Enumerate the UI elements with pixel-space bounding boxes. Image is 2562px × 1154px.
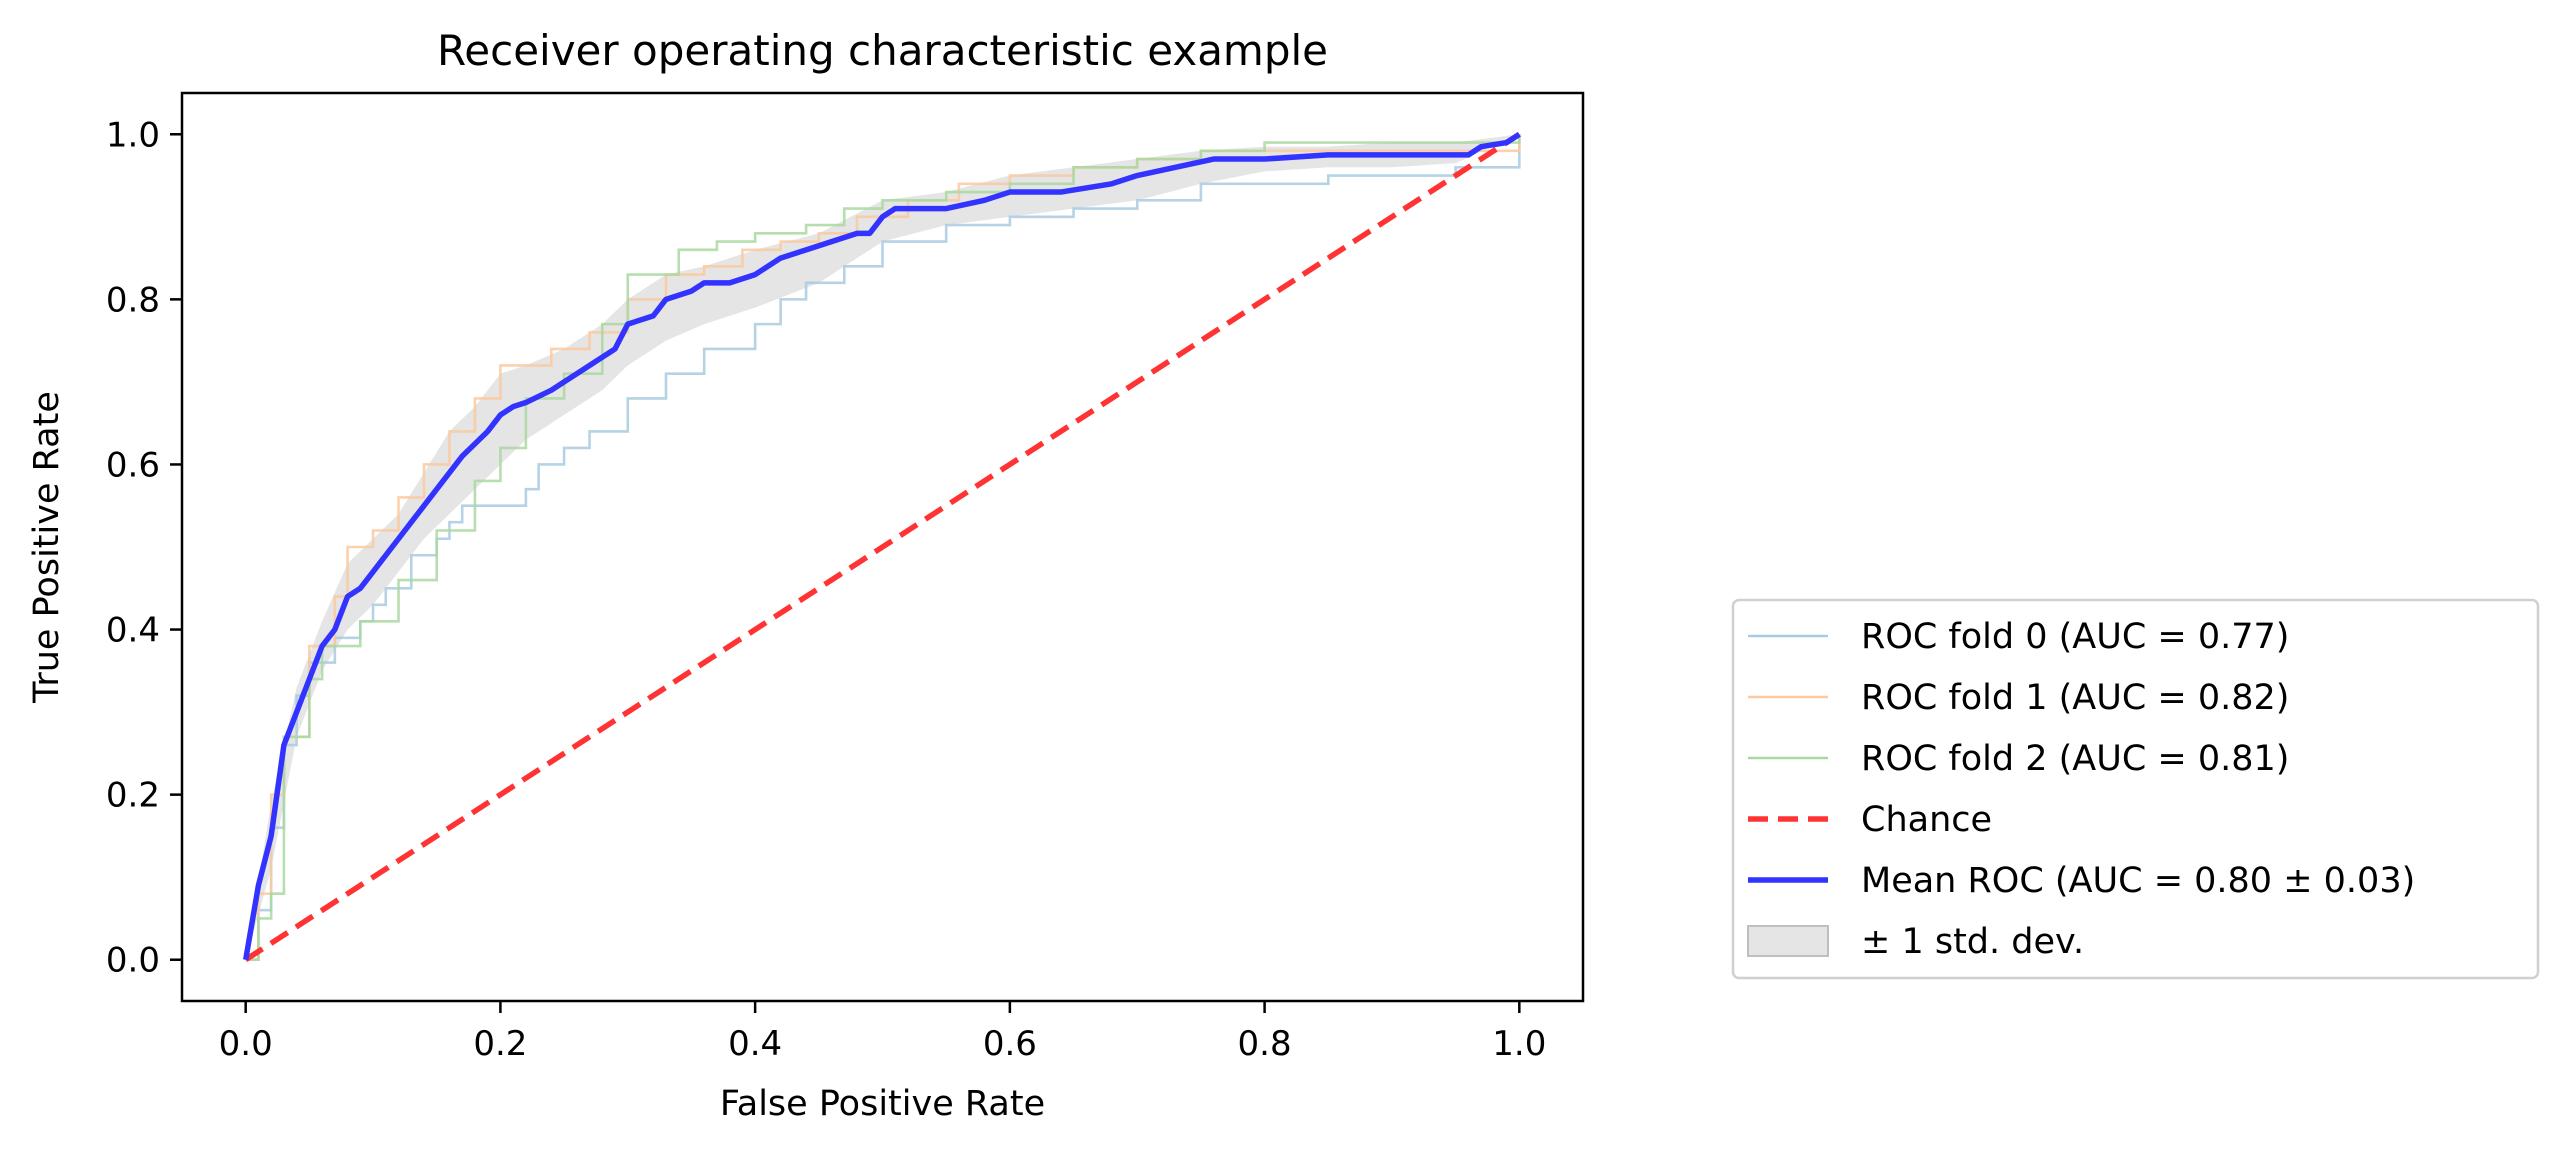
plot-frame: [180, 91, 1585, 1003]
x-tick-label: 0.8: [1238, 1024, 1292, 1064]
x-tick-label: 0.2: [473, 1024, 527, 1064]
legend-label: Mean ROC (AUC = 0.80 ± 0.03): [1861, 861, 2415, 901]
x-tick-label: 0.0: [219, 1024, 273, 1064]
x-axis-title: False Positive Rate: [720, 1084, 1045, 1124]
series-layer: [242, 131, 1521, 963]
legend-label: Chance: [1861, 800, 1992, 840]
x-axis-ticks: 0.0 0.2 0.4 0.6 0.8 1.0: [219, 1001, 1546, 1064]
legend-item-chance: Chance: [1748, 800, 1992, 840]
legend-item-1-std-dev: ± 1 std. dev.: [1747, 922, 2084, 962]
legend-item-roc-fold-0-auc-0-77: ROC fold 0 (AUC = 0.77): [1748, 617, 2289, 657]
y-tick-label: 0.6: [106, 445, 160, 485]
series-line-roc-fold-0-auc-0-77: [245, 134, 1521, 962]
series-line-mean-roc-auc-0-80-0-03: [242, 131, 1521, 961]
x-tick-label: 0.4: [728, 1024, 782, 1064]
legend-item-mean-roc-auc-0-80-0-03: Mean ROC (AUC = 0.80 ± 0.03): [1748, 861, 2415, 901]
x-tick-label: 0.6: [983, 1024, 1037, 1064]
legend-label: ROC fold 2 (AUC = 0.81): [1861, 739, 2289, 779]
legend-item-roc-fold-2-auc-0-81: ROC fold 2 (AUC = 0.81): [1748, 739, 2289, 779]
legend-label: ROC fold 1 (AUC = 0.82): [1861, 678, 2289, 718]
legend: ROC fold 0 (AUC = 0.77) ROC fold 1 (AUC =…: [1731, 598, 2540, 980]
legend-label: ROC fold 0 (AUC = 0.77): [1861, 617, 2289, 657]
legend-box: [1731, 598, 2540, 980]
series-line-chance: [244, 131, 1521, 963]
y-tick-label: 0.2: [106, 776, 160, 816]
y-axis-title: True Positive Rate: [27, 391, 67, 704]
y-tick-label: 0.0: [106, 941, 160, 981]
legend-label: ± 1 std. dev.: [1861, 922, 2084, 962]
chart-title: Receiver operating characteristic exampl…: [437, 26, 1328, 75]
legend-item-roc-fold-1-auc-0-82: ROC fold 1 (AUC = 0.82): [1748, 678, 2289, 718]
y-tick-label: 1.0: [106, 115, 160, 155]
series-line-roc-fold-2-auc-0-81: [245, 134, 1521, 962]
series-line-roc-fold-1-auc-0-82: [245, 134, 1521, 962]
y-tick-label: 0.4: [106, 611, 160, 651]
y-axis-ticks: 0.0 0.2 0.4 0.6 0.8 1.0: [106, 115, 182, 981]
y-tick-label: 0.8: [106, 280, 160, 320]
legend-swatch: [1747, 925, 1829, 957]
x-tick-label: 1.0: [1492, 1024, 1546, 1064]
